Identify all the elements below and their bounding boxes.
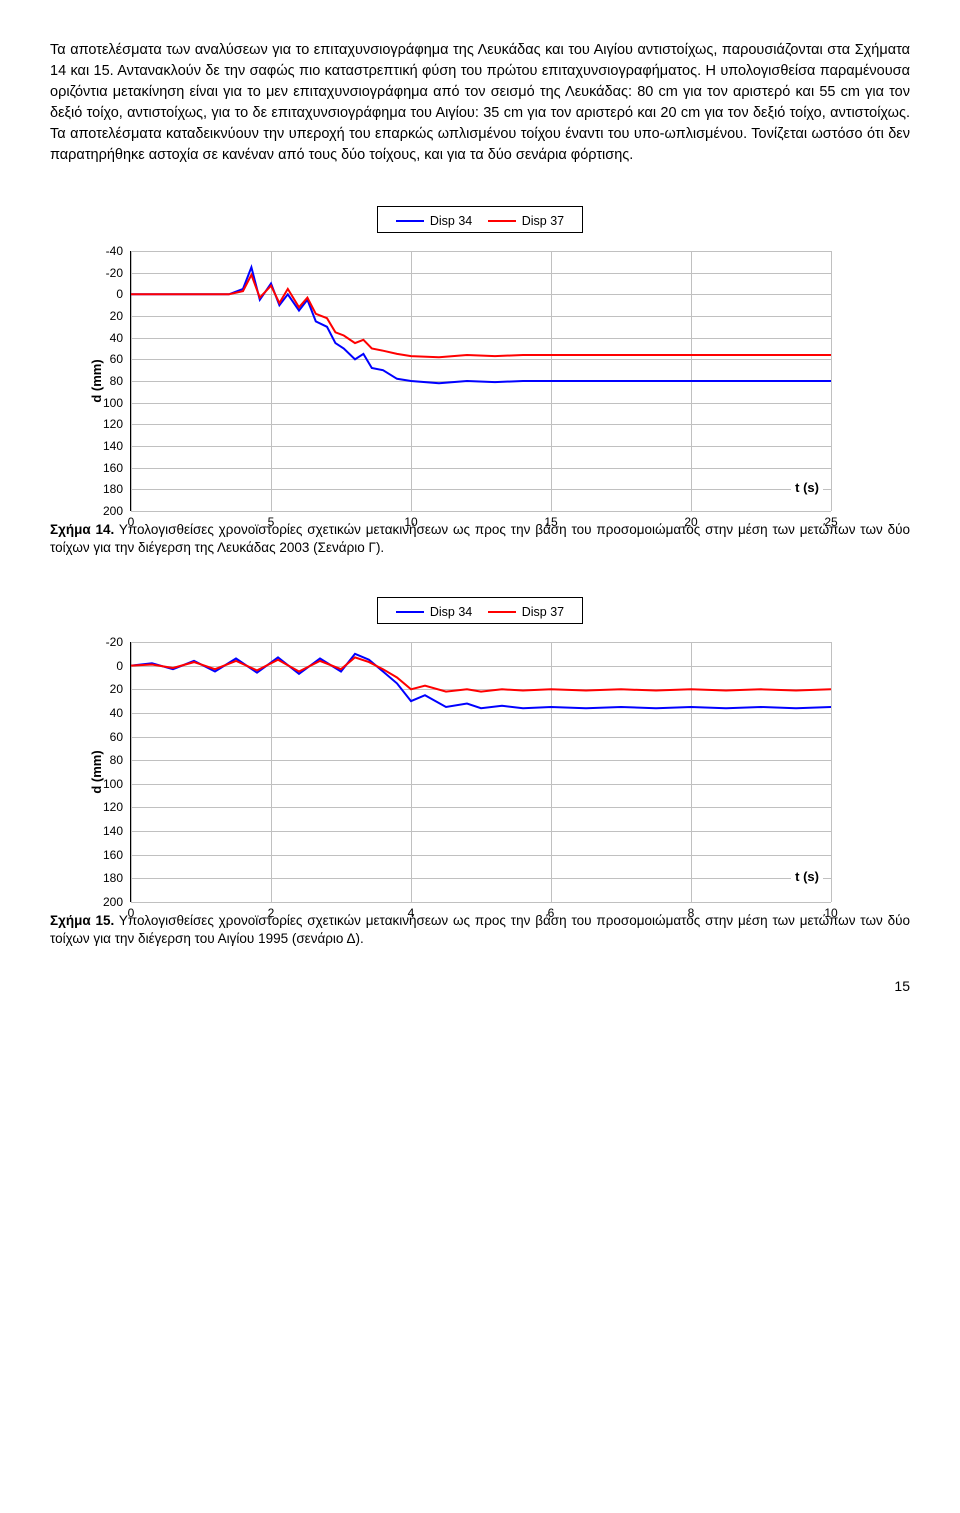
chart15-legend: Disp 34 Disp 37: [50, 597, 910, 624]
caption-15-bold: Σχήμα 15.: [50, 913, 114, 928]
ytick-label: 20: [87, 309, 123, 323]
ytick-label: 180: [87, 871, 123, 885]
body-paragraph: Τα αποτελέσματα των αναλύσεων για το επι…: [50, 40, 910, 166]
legend-swatch-blue: [396, 220, 424, 223]
ytick-label: 100: [87, 396, 123, 410]
ytick-label: 120: [87, 800, 123, 814]
page-number: 15: [50, 978, 910, 994]
xtick-label: 15: [544, 515, 557, 529]
xtick-label: 0: [128, 515, 135, 529]
xtick-label: 0: [128, 906, 135, 920]
ytick-label: -40: [87, 244, 123, 258]
xtick-label: 2: [268, 906, 275, 920]
ytick-label: 80: [87, 374, 123, 388]
xtick-label: 6: [548, 906, 555, 920]
legend-label: Disp 37: [522, 214, 564, 228]
ytick-label: -20: [87, 266, 123, 280]
ytick-label: 160: [87, 461, 123, 475]
chart14: d (mm) -40-20020406080100120140160180200…: [130, 251, 910, 511]
chart-series-svg: [131, 251, 831, 511]
ytick-label: 140: [87, 824, 123, 838]
xtick-label: 5: [268, 515, 275, 529]
series-disp-37: [131, 275, 831, 357]
legend-swatch-blue: [396, 611, 424, 614]
caption-15: Σχήμα 15. Υπολογισθείσες χρονοϊστορίες σ…: [50, 912, 910, 948]
chart14-plot-area: -40-200204060801001201401601802000510152…: [130, 251, 831, 511]
series-disp-34: [131, 267, 831, 383]
ytick-label: 60: [87, 352, 123, 366]
xtick-label: 10: [404, 515, 417, 529]
ytick-label: -20: [87, 635, 123, 649]
chart-xlabel: t (s): [791, 869, 823, 884]
caption-15-text: Υπολογισθείσες χρονοϊστορίες σχετικών με…: [50, 913, 910, 946]
legend-label: Disp 37: [522, 605, 564, 619]
ytick-label: 100: [87, 777, 123, 791]
ytick-label: 0: [87, 659, 123, 673]
xtick-label: 25: [824, 515, 837, 529]
ytick-label: 140: [87, 439, 123, 453]
ytick-label: 200: [87, 895, 123, 909]
ytick-label: 40: [87, 706, 123, 720]
ytick-label: 200: [87, 504, 123, 518]
ytick-label: 20: [87, 682, 123, 696]
series-disp-37: [131, 657, 831, 691]
legend-label: Disp 34: [430, 605, 472, 619]
chart14-legend: Disp 34 Disp 37: [50, 206, 910, 233]
chart15-plot-area: -200204060801001201401601802000246810t (…: [130, 642, 831, 902]
legend-item-disp34: Disp 34: [396, 605, 472, 619]
ytick-label: 160: [87, 848, 123, 862]
caption-14-text: Υπολογισθείσες χρονοϊστορίες σχετικών με…: [50, 522, 910, 555]
legend-item-disp37: Disp 37: [488, 605, 564, 619]
xtick-label: 8: [688, 906, 695, 920]
legend-label: Disp 34: [430, 214, 472, 228]
ytick-label: 40: [87, 331, 123, 345]
legend-item-disp37: Disp 37: [488, 214, 564, 228]
ytick-label: 180: [87, 482, 123, 496]
xtick-label: 10: [824, 906, 837, 920]
ytick-label: 120: [87, 417, 123, 431]
chart-xlabel: t (s): [791, 480, 823, 495]
ytick-label: 0: [87, 287, 123, 301]
legend-swatch-red: [488, 611, 516, 614]
caption-14-bold: Σχήμα 14.: [50, 522, 114, 537]
caption-14: Σχήμα 14. Υπολογισθείσες χρονοϊστορίες σ…: [50, 521, 910, 557]
xtick-label: 4: [408, 906, 415, 920]
legend-swatch-red: [488, 220, 516, 223]
chart-series-svg: [131, 642, 831, 902]
legend-item-disp34: Disp 34: [396, 214, 472, 228]
chart15: d (mm) -20020406080100120140160180200024…: [130, 642, 910, 902]
ytick-label: 60: [87, 730, 123, 744]
xtick-label: 20: [684, 515, 697, 529]
ytick-label: 80: [87, 753, 123, 767]
